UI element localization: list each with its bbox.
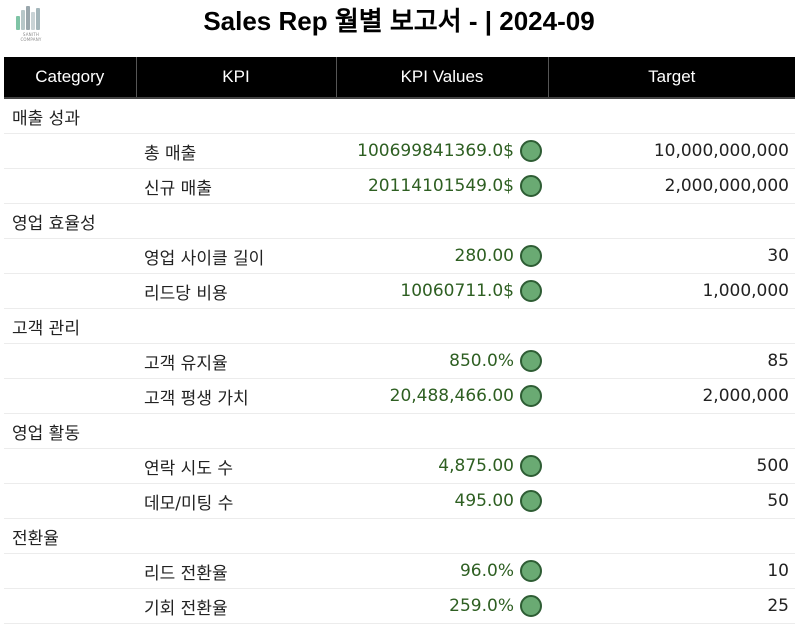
category-label: 영업 효율성 — [4, 203, 795, 239]
kpi-value: 259.0% — [449, 596, 514, 616]
kpi-name-cell: 연락 시도 수 — [136, 448, 336, 484]
category-row: 영업 활동 — [4, 413, 795, 449]
status-indicator-icon — [520, 140, 542, 162]
kpi-report-table: Category KPI KPI Values Target 매출 성과 총 매출… — [4, 57, 795, 624]
table-body: 매출 성과 총 매출 100699841369.0$ 10,000,000,000 신규… — [4, 98, 795, 624]
kpi-name-cell: 신규 매출 — [136, 168, 336, 204]
column-header-kpi-values: KPI Values — [336, 57, 549, 99]
status-indicator-icon — [520, 455, 542, 477]
category-row: 매출 성과 — [4, 98, 795, 134]
category-cell — [4, 133, 136, 169]
kpi-value-cell: 280.00 — [336, 238, 548, 274]
table-row: 영업 사이클 길이 280.00 30 — [4, 238, 795, 274]
table-row: 연락 시도 수 4,875.00 500 — [4, 448, 795, 484]
kpi-name-cell: 고객 평생 가치 — [136, 378, 336, 414]
category-cell — [4, 378, 136, 414]
category-row: 전환율 — [4, 518, 795, 554]
page-title: Sales Rep 월별 보고서 - | 2024-09 — [203, 6, 595, 36]
category-cell — [4, 483, 136, 519]
category-row: 고객 관리 — [4, 308, 795, 344]
status-indicator-icon — [520, 560, 542, 582]
target-cell: 10 — [548, 553, 795, 589]
table-row: 신규 매출 20114101549.0$ 2,000,000,000 — [4, 168, 795, 204]
column-header-target: Target — [548, 57, 795, 99]
table-row: 총 매출 100699841369.0$ 10,000,000,000 — [4, 133, 795, 169]
category-cell — [4, 553, 136, 589]
target-cell: 10,000,000,000 — [548, 133, 795, 169]
kpi-value-cell: 850.0% — [336, 343, 548, 379]
table-row: 리드 전환율 96.0% 10 — [4, 553, 795, 589]
kpi-value-cell: 495.00 — [336, 483, 548, 519]
category-row: 영업 효율성 — [4, 203, 795, 239]
kpi-value: 280.00 — [454, 246, 514, 266]
kpi-value-cell: 96.0% — [336, 553, 548, 589]
table-row: 기회 전환율 259.0% 25 — [4, 588, 795, 624]
status-indicator-icon — [520, 595, 542, 617]
target-cell: 25 — [548, 588, 795, 624]
kpi-value-cell: 10060711.0$ — [336, 273, 548, 309]
kpi-name-cell: 리드당 비용 — [136, 273, 336, 309]
target-cell: 1,000,000 — [548, 273, 795, 309]
category-cell — [4, 588, 136, 624]
kpi-value: 20,488,466.00 — [389, 386, 514, 406]
category-cell — [4, 168, 136, 204]
target-cell: 500 — [548, 448, 795, 484]
kpi-value: 10060711.0$ — [400, 281, 514, 301]
kpi-value: 850.0% — [449, 351, 514, 371]
kpi-value-cell: 100699841369.0$ — [336, 133, 548, 169]
category-label: 전환율 — [4, 518, 795, 554]
status-indicator-icon — [520, 245, 542, 267]
kpi-name-cell: 기회 전환율 — [136, 588, 336, 624]
category-cell — [4, 273, 136, 309]
kpi-name-cell: 리드 전환율 — [136, 553, 336, 589]
company-logo-icon — [16, 6, 44, 30]
kpi-value: 495.00 — [454, 491, 514, 511]
column-header-kpi: KPI — [136, 57, 337, 99]
category-cell — [4, 448, 136, 484]
target-cell: 30 — [548, 238, 795, 274]
kpi-name-cell: 총 매출 — [136, 133, 336, 169]
category-cell — [4, 238, 136, 274]
kpi-value: 4,875.00 — [438, 456, 514, 476]
column-header-category: Category — [4, 57, 137, 99]
company-logo-caption: SANITH COMPANY — [20, 32, 42, 42]
table-row: 고객 유지율 850.0% 85 — [4, 343, 795, 379]
status-indicator-icon — [520, 280, 542, 302]
company-logo: SANITH COMPANY — [14, 4, 46, 44]
category-cell — [4, 343, 136, 379]
kpi-name-cell: 영업 사이클 길이 — [136, 238, 336, 274]
category-label: 고객 관리 — [4, 308, 795, 344]
status-indicator-icon — [520, 175, 542, 197]
kpi-value-cell: 20114101549.0$ — [336, 168, 548, 204]
kpi-value: 20114101549.0$ — [367, 176, 514, 196]
kpi-value-cell: 4,875.00 — [336, 448, 548, 484]
target-cell: 50 — [548, 483, 795, 519]
target-cell: 2,000,000 — [548, 378, 795, 414]
kpi-value: 100699841369.0$ — [357, 141, 514, 161]
kpi-value-cell: 259.0% — [336, 588, 548, 624]
table-header-row: Category KPI KPI Values Target — [4, 57, 795, 99]
status-indicator-icon — [520, 490, 542, 512]
status-indicator-icon — [520, 385, 542, 407]
kpi-name-cell: 데모/미팅 수 — [136, 483, 336, 519]
table-row: 고객 평생 가치 20,488,466.00 2,000,000 — [4, 378, 795, 414]
kpi-name-cell: 고객 유지율 — [136, 343, 336, 379]
target-cell: 2,000,000,000 — [548, 168, 795, 204]
table-row: 데모/미팅 수 495.00 50 — [4, 483, 795, 519]
kpi-value-cell: 20,488,466.00 — [336, 378, 548, 414]
kpi-value: 96.0% — [459, 561, 514, 581]
category-label: 영업 활동 — [4, 413, 795, 449]
status-indicator-icon — [520, 350, 542, 372]
target-cell: 85 — [548, 343, 795, 379]
table-row: 리드당 비용 10060711.0$ 1,000,000 — [4, 273, 795, 309]
category-label: 매출 성과 — [4, 98, 795, 134]
